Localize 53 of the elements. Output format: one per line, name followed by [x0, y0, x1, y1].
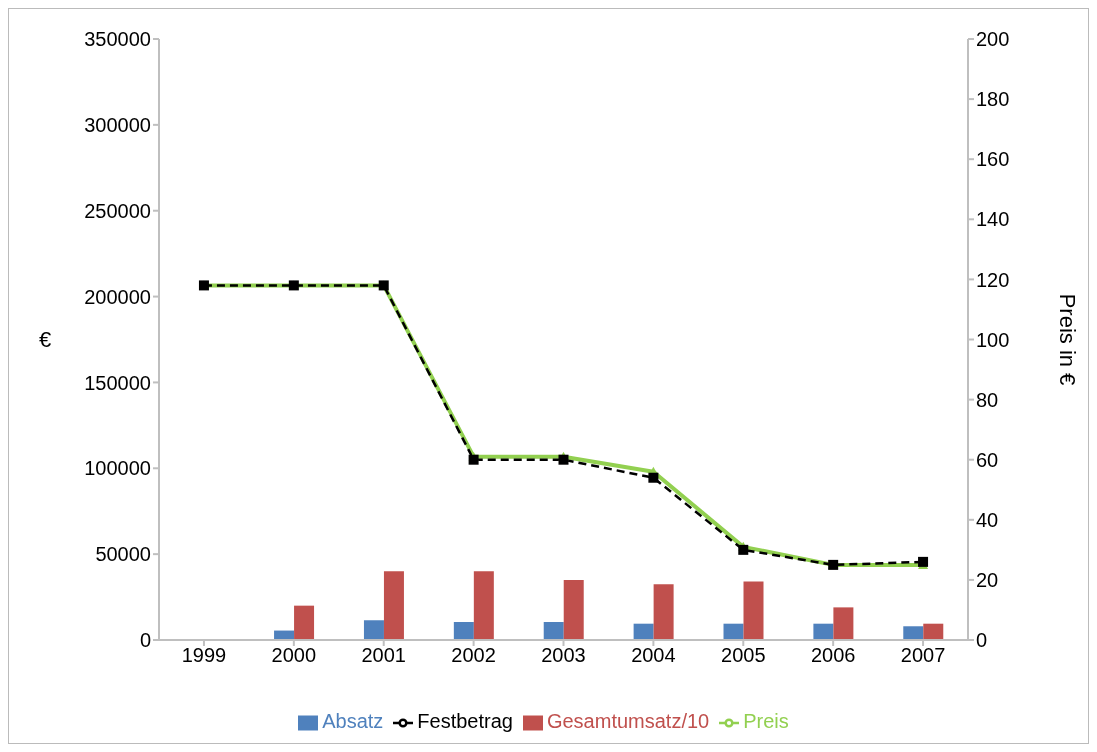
y2-tick-label: 180 — [976, 88, 1010, 111]
x-tick-label: 2002 — [451, 644, 496, 667]
bar — [294, 605, 315, 640]
y2-tick-label: 40 — [976, 508, 999, 531]
bar — [453, 621, 474, 640]
y-tick-label: 300000 — [84, 113, 151, 136]
y-tick-label: 50000 — [95, 543, 151, 566]
legend-label: Preis — [743, 710, 789, 732]
y-tick-label: 150000 — [84, 371, 151, 394]
y-tick-label: 0 — [139, 629, 151, 652]
point — [558, 454, 569, 465]
legend-label: Festbetrag — [417, 710, 513, 732]
bar — [833, 607, 854, 640]
x-tick-label: 2004 — [631, 644, 676, 667]
y2-tick-label: 200 — [976, 28, 1010, 51]
bar — [723, 623, 744, 640]
bar — [363, 620, 384, 640]
y2-tick-label: 100 — [976, 328, 1010, 351]
y-tick-label: 200000 — [84, 285, 151, 308]
bar — [383, 571, 404, 640]
x-tick-label: 2003 — [541, 644, 586, 667]
y-tick-label: 350000 — [84, 28, 151, 51]
bar — [903, 626, 924, 640]
legend-label: Gesamtumsatz/10 — [546, 710, 710, 732]
bar — [543, 621, 564, 640]
x-tick-label: 2007 — [900, 644, 946, 667]
point — [738, 544, 749, 555]
y2-tick-label: 0 — [976, 629, 988, 652]
y-axis-title: € — [39, 327, 52, 353]
y2-tick-label: 80 — [976, 388, 999, 411]
bar — [563, 579, 584, 640]
y-tick-label: 250000 — [84, 199, 151, 222]
bar — [473, 571, 494, 640]
legend-label: Absatz — [322, 710, 384, 732]
y2-tick-label: 120 — [976, 268, 1010, 291]
y2-tick-label: 140 — [976, 208, 1010, 231]
bar — [743, 581, 764, 640]
x-tick-label: 2000 — [271, 644, 317, 667]
bar — [633, 623, 654, 640]
bar — [923, 623, 944, 640]
y2-tick-label: 20 — [976, 569, 999, 591]
point — [648, 472, 659, 483]
x-tick-label: 1999 — [181, 644, 227, 667]
y2-tick-label: 160 — [976, 148, 1010, 171]
point — [468, 454, 479, 465]
bar — [653, 584, 674, 640]
x-tick-label: 2001 — [361, 644, 406, 667]
bar — [813, 623, 834, 640]
y2-tick-label: 60 — [976, 448, 999, 471]
y-tick-label: 100000 — [84, 457, 151, 480]
y2-axis-title: Preis in € — [1055, 293, 1081, 386]
x-tick-label: 2005 — [721, 644, 766, 667]
x-tick-label: 2006 — [810, 644, 856, 667]
